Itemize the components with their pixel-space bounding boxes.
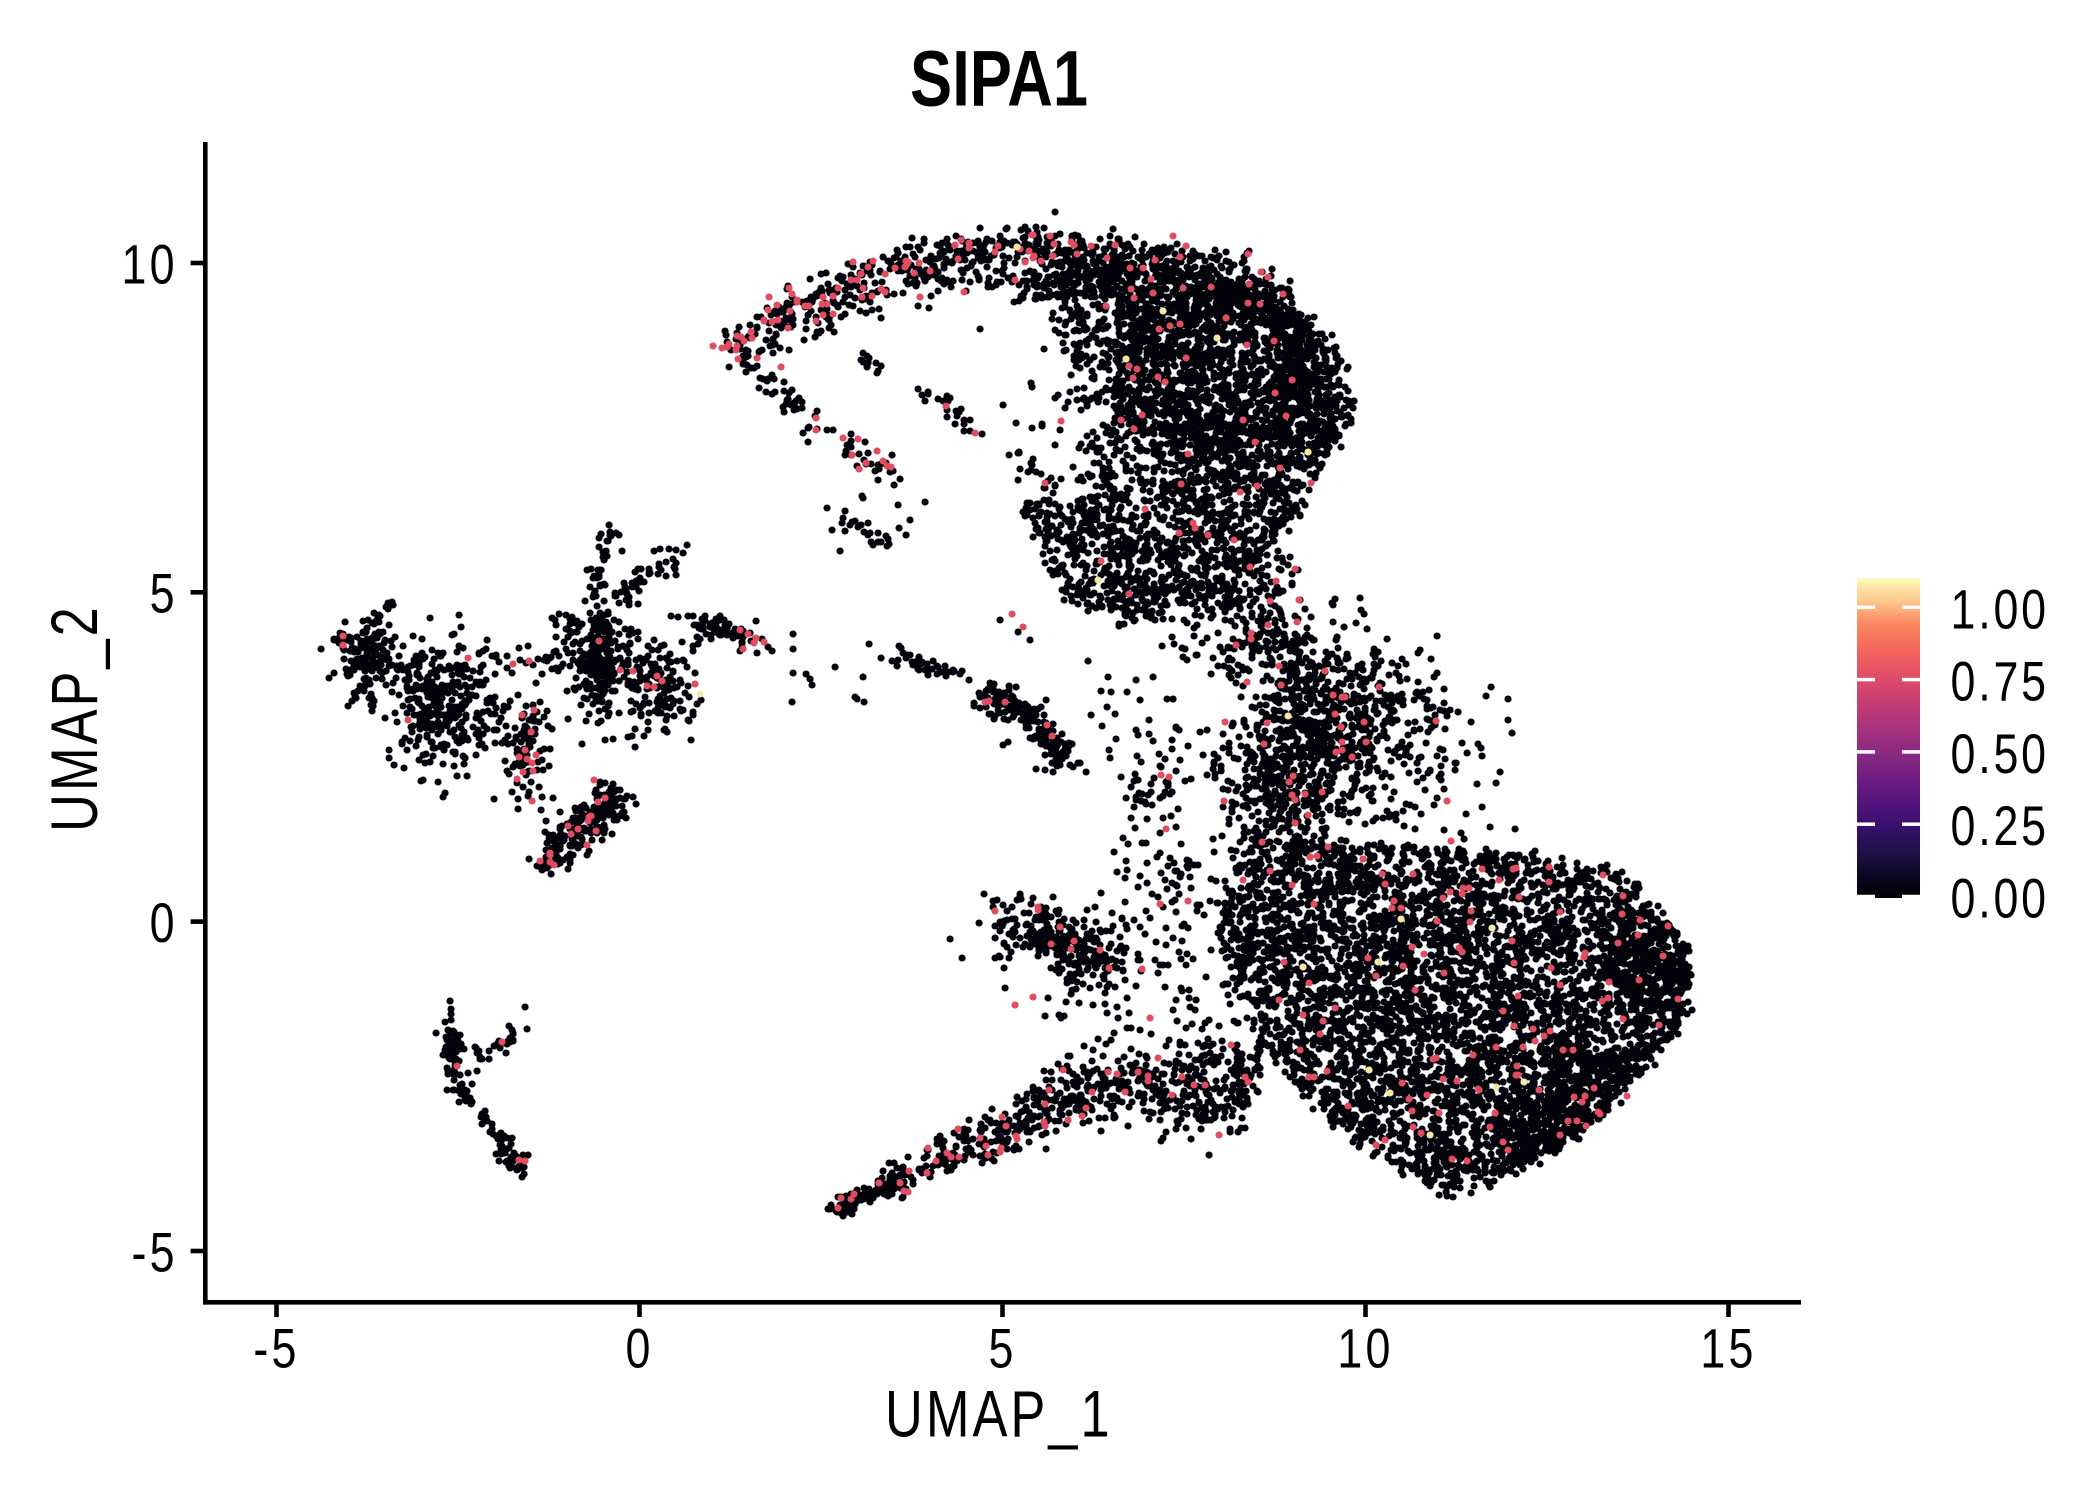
svg-text:SIPA1: SIPA1 xyxy=(910,35,1088,123)
svg-text:UMAP_1: UMAP_1 xyxy=(885,1377,1113,1451)
svg-text:15: 15 xyxy=(1700,1317,1756,1380)
svg-text:UMAP_2: UMAP_2 xyxy=(37,604,111,832)
svg-text:0: 0 xyxy=(625,1317,653,1380)
svg-text:0.25: 0.25 xyxy=(1951,794,2049,857)
svg-text:-5: -5 xyxy=(253,1317,299,1380)
svg-text:5: 5 xyxy=(988,1317,1016,1380)
svg-text:1.00: 1.00 xyxy=(1951,578,2049,641)
svg-text:5: 5 xyxy=(150,562,178,625)
svg-text:0.75: 0.75 xyxy=(1951,650,2049,713)
svg-text:0.50: 0.50 xyxy=(1951,722,2049,785)
svg-text:0.00: 0.00 xyxy=(1951,867,2049,930)
svg-text:0: 0 xyxy=(150,891,178,954)
svg-text:-5: -5 xyxy=(131,1221,177,1284)
svg-text:10: 10 xyxy=(1337,1317,1393,1380)
svg-text:10: 10 xyxy=(121,233,177,296)
